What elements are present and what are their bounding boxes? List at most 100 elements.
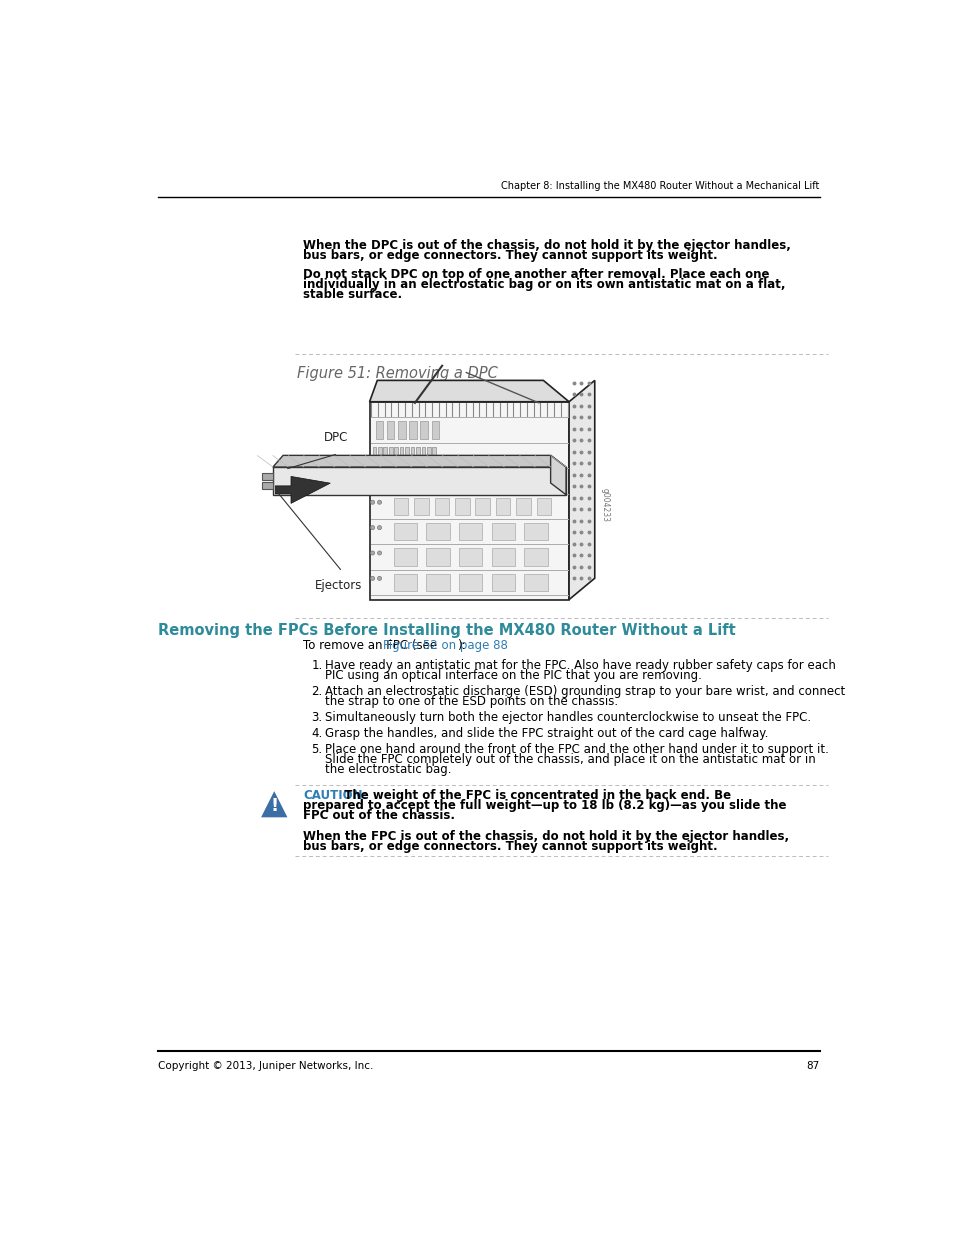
Bar [458,574,482,592]
Text: 1.: 1. [311,658,322,672]
Bar [536,498,551,515]
Bar [458,524,482,540]
Bar [405,447,409,463]
Bar [496,498,510,515]
Bar [414,498,428,515]
Bar [475,498,490,515]
Bar [421,447,425,463]
Bar [435,472,449,489]
Text: ):: ): [456,640,465,652]
Polygon shape [275,477,330,504]
Polygon shape [550,456,565,495]
Text: Place one hand around the front of the FPC and the other hand under it to suppor: Place one hand around the front of the F… [324,743,827,756]
Polygon shape [273,467,565,495]
Text: bus bars, or edge connectors. They cannot support its weight.: bus bars, or edge connectors. They canno… [303,249,717,262]
Bar [394,447,397,463]
Bar [386,421,394,440]
Circle shape [377,551,381,555]
Bar [394,472,408,489]
Text: 2.: 2. [311,685,322,698]
Text: When the DPC is out of the chassis, do not hold it by the ejector handles,: When the DPC is out of the chassis, do n… [303,240,790,252]
Bar [397,421,405,440]
Bar [455,472,469,489]
Bar [414,472,428,489]
Circle shape [377,474,381,479]
Text: Have ready an antistatic mat for the FPC. Also have ready rubber safety caps for: Have ready an antistatic mat for the FPC… [324,658,835,672]
Bar [516,498,530,515]
Bar [394,548,416,566]
Text: Simultaneously turn both the ejector handles counterclockwise to unseat the FPC.: Simultaneously turn both the ejector han… [324,711,810,724]
Polygon shape [273,456,565,467]
Circle shape [377,577,381,580]
Bar [383,447,387,463]
Text: Figure 52 on page 88: Figure 52 on page 88 [383,640,508,652]
Bar [426,524,449,540]
Bar [416,447,419,463]
Bar [491,548,515,566]
Text: Figure 51: Removing a DPC: Figure 51: Removing a DPC [297,366,497,382]
Text: FPC out of the chassis.: FPC out of the chassis. [303,809,455,821]
Bar [410,447,414,463]
Bar [458,548,482,566]
Text: 87: 87 [805,1061,819,1071]
Text: Do not stack DPC on top of one another after removal. Place each one: Do not stack DPC on top of one another a… [303,268,769,282]
Circle shape [370,551,375,555]
Bar [455,498,469,515]
Bar [426,548,449,566]
Polygon shape [369,401,568,600]
Polygon shape [568,380,594,600]
Text: Ejectors: Ejectors [314,579,362,593]
Circle shape [370,500,375,504]
Text: When the FPC is out of the chassis, do not hold it by the ejector handles,: When the FPC is out of the chassis, do n… [303,830,788,842]
Bar [491,524,515,540]
Text: 4.: 4. [311,727,322,740]
Bar [516,472,530,489]
Circle shape [370,526,375,530]
Text: Chapter 8: Installing the MX480 Router Without a Mechanical Lift: Chapter 8: Installing the MX480 Router W… [501,180,819,190]
Text: prepared to accept the full weight—up to 18 lb (8.2 kg)—as you slide the: prepared to accept the full weight—up to… [303,799,785,811]
Bar [496,472,510,489]
Text: 3.: 3. [311,711,322,724]
Bar [375,421,383,440]
Bar [394,498,408,515]
Polygon shape [369,380,568,401]
Text: To remove an FPC (see: To remove an FPC (see [303,640,440,652]
Bar [435,498,449,515]
Text: the strap to one of the ESD points on the chassis.: the strap to one of the ESD points on th… [324,695,618,708]
Text: bus bars, or edge connectors. They cannot support its weight.: bus bars, or edge connectors. They canno… [303,840,717,852]
Text: g004233: g004233 [600,488,609,522]
Bar [394,574,416,592]
Bar [394,524,416,540]
Text: stable surface.: stable surface. [303,288,401,301]
Text: individually in an electrostatic bag or on its own antistatic mat on a flat,: individually in an electrostatic bag or … [303,278,784,291]
Text: Attach an electrostatic discharge (ESD) grounding strap to your bare wrist, and : Attach an electrostatic discharge (ESD) … [324,685,844,698]
Bar [536,472,551,489]
Text: CAUTION:: CAUTION: [303,789,367,802]
Bar [377,447,381,463]
Bar [431,421,438,440]
Bar [427,447,430,463]
Bar [491,574,515,592]
Bar [524,574,547,592]
Bar [426,574,449,592]
Text: Copyright © 2013, Juniper Networks, Inc.: Copyright © 2013, Juniper Networks, Inc. [158,1061,373,1071]
Bar [389,447,392,463]
Text: Slide the FPC completely out of the chassis, and place it on the antistatic mat : Slide the FPC completely out of the chas… [324,753,815,767]
Circle shape [377,500,381,504]
Bar [475,472,490,489]
Text: Grasp the handles, and slide the FPC straight out of the card cage halfway.: Grasp the handles, and slide the FPC str… [324,727,767,740]
Polygon shape [262,473,273,479]
Circle shape [370,577,375,580]
Text: !: ! [270,797,278,815]
Bar [373,447,375,463]
Bar [524,548,547,566]
Circle shape [370,474,375,479]
Bar [432,447,436,463]
Bar [420,421,428,440]
Text: DPC: DPC [324,431,348,445]
Circle shape [377,526,381,530]
Text: the electrostatic bag.: the electrostatic bag. [324,763,451,777]
Polygon shape [261,792,287,818]
Text: Removing the FPCs Before Installing the MX480 Router Without a Lift: Removing the FPCs Before Installing the … [158,622,735,637]
Polygon shape [262,482,273,489]
